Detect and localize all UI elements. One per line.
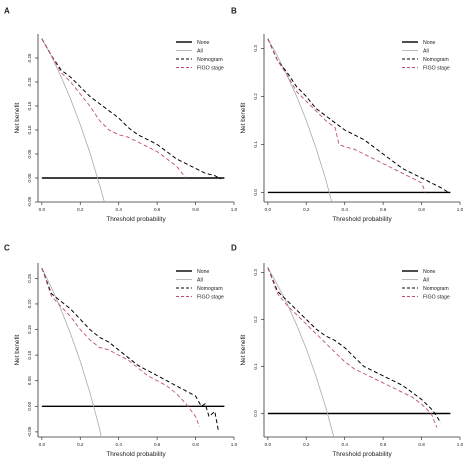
x-tick-label: 0.8 [192, 442, 199, 447]
x-tick-label: 0.2 [303, 207, 310, 212]
y-tick-label: 0.1 [253, 363, 258, 370]
x-tick-label: 0.0 [265, 207, 272, 212]
series-line-nomogram [267, 38, 449, 193]
series-line-all [267, 38, 333, 202]
x-tick-label: 1.0 [457, 207, 464, 212]
x-tick-label: 0.4 [342, 207, 349, 212]
y-tick-label: 0.00 [27, 401, 32, 410]
y-tick-label: 0.25 [27, 53, 32, 62]
legend-label-all: All [423, 277, 429, 283]
y-tick-label: 0.20 [27, 299, 32, 308]
y-tick-label: 0.0 [253, 410, 258, 417]
series-line-nomogram [41, 38, 221, 180]
series-line-all [41, 267, 102, 437]
y-tick-label: 0.3 [253, 269, 258, 276]
panel-letter: C [4, 244, 10, 253]
x-tick-label: 0.2 [77, 207, 84, 212]
x-axis-title: Threshold probability [332, 451, 392, 458]
y-axis-title: Net benefit [240, 334, 247, 365]
series-line-figo-stage [41, 38, 187, 179]
panel-letter: B [231, 7, 237, 16]
x-tick-label: 0.4 [116, 207, 123, 212]
legend-label-all: All [423, 48, 429, 54]
legend-label-nomogram: Nomogram [423, 286, 449, 292]
legend-label-none: None [197, 269, 210, 275]
y-tick-label: 0.15 [27, 101, 32, 110]
x-tick-label: 0.4 [342, 442, 349, 447]
y-axis-title: Net benefit [240, 102, 247, 133]
series-line-figo-stage [267, 38, 426, 193]
panel-letter: D [231, 244, 237, 253]
panel-a: A 0.0 0.2 0.4 0.6 0.8 1.0 -0.05 0.00 0.05 0.10 0.15… [4, 7, 238, 223]
y-tick-label: 0.10 [27, 125, 32, 134]
legend-label-figo-stage: FIGO stage [197, 294, 224, 300]
legend-label-figo-stage: FIGO stage [423, 65, 450, 71]
legend-label-none: None [423, 40, 436, 46]
y-tick-label: 0.25 [27, 273, 32, 282]
x-tick-label: 1.0 [457, 442, 464, 447]
x-tick-label: 0.8 [418, 442, 425, 447]
legend-label-nomogram: Nomogram [423, 57, 449, 63]
x-tick-label: 0.8 [418, 207, 425, 212]
panel-b: B 0.0 0.2 0.4 0.6 0.8 1.0 0.0 0.1 0.2 0.3 Threshold… [231, 7, 464, 223]
x-tick-label: 0.6 [154, 442, 161, 447]
x-tick-label: 0.4 [116, 442, 123, 447]
y-tick-label: 0.1 [253, 141, 258, 148]
series-line-all [41, 38, 105, 202]
panel-c: C 0.0 0.2 0.4 0.6 0.8 1.0 -0.05 0.00 0.05 0.10 0.15… [4, 244, 238, 458]
series-line-figo-stage [267, 267, 438, 428]
y-tick-label: 0.2 [253, 93, 258, 100]
legend-label-nomogram: Nomogram [197, 286, 223, 292]
y-axis-title: Net benefit [14, 334, 21, 365]
y-tick-label: 0.15 [27, 325, 32, 334]
x-tick-label: 0.0 [39, 442, 46, 447]
x-tick-label: 0.6 [380, 442, 387, 447]
legend-label-none: None [423, 269, 436, 275]
y-tick-label: 0.20 [27, 77, 32, 86]
legend-label-figo-stage: FIGO stage [423, 294, 450, 300]
x-tick-label: 0.2 [303, 442, 310, 447]
x-tick-label: 0.8 [192, 207, 199, 212]
legend-label-none: None [197, 40, 210, 46]
x-tick-label: 0.6 [154, 207, 161, 212]
y-tick-label: -0.05 [27, 196, 32, 207]
panel-d: D 0.0 0.2 0.4 0.6 0.8 1.0 0.0 0.1 0.2 0.3 Threshold… [231, 244, 464, 458]
x-tick-label: 0.0 [265, 442, 272, 447]
y-tick-label: 0.05 [27, 149, 32, 158]
legend-label-figo-stage: FIGO stage [197, 65, 224, 71]
x-tick-label: 0.6 [380, 207, 387, 212]
panel-letter: A [4, 7, 10, 16]
x-axis-title: Threshold probability [106, 451, 166, 458]
x-axis-title: Threshold probability [332, 216, 392, 223]
series-line-all [267, 267, 335, 437]
x-tick-label: 0.2 [77, 442, 84, 447]
legend-label-all: All [197, 277, 203, 283]
series-line-figo-stage [41, 267, 200, 427]
y-tick-label: -0.05 [27, 426, 32, 437]
x-tick-label: 0.0 [39, 207, 46, 212]
x-tick-label: 1.0 [231, 207, 238, 212]
y-tick-label: 0.10 [27, 350, 32, 359]
y-axis-title: Net benefit [14, 102, 21, 133]
y-tick-label: 0.3 [253, 45, 258, 52]
x-tick-label: 1.0 [231, 442, 238, 447]
series-line-nomogram [41, 267, 220, 432]
y-tick-label: 0.00 [27, 173, 32, 182]
y-tick-label: 0.2 [253, 316, 258, 323]
y-tick-label: 0.0 [253, 189, 258, 196]
y-tick-label: 0.05 [27, 376, 32, 385]
legend-label-nomogram: Nomogram [197, 57, 223, 63]
x-axis-title: Threshold probability [106, 216, 166, 223]
legend-label-all: All [197, 48, 203, 54]
series-line-nomogram [267, 267, 442, 424]
